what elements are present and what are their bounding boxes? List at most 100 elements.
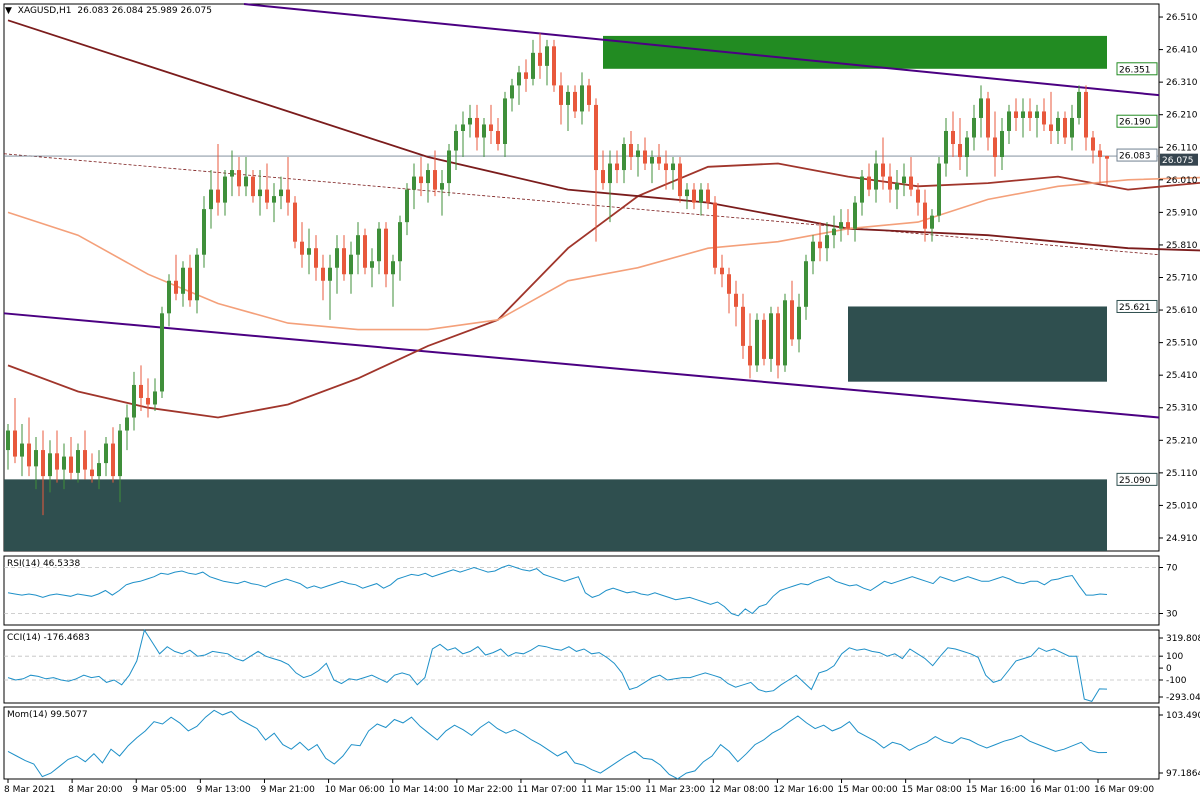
candle[interactable] [846, 209, 850, 236]
candle[interactable] [13, 397, 17, 464]
candle[interactable] [818, 222, 822, 262]
candle[interactable] [713, 196, 717, 275]
candle[interactable] [426, 163, 430, 203]
candle[interactable] [90, 453, 94, 483]
candle[interactable] [776, 306, 780, 379]
candle[interactable] [76, 443, 80, 483]
candle[interactable] [629, 130, 633, 171]
candle[interactable] [111, 427, 115, 483]
candle[interactable] [874, 150, 878, 203]
candle[interactable] [6, 424, 10, 470]
candle[interactable] [734, 280, 738, 327]
candle[interactable] [741, 293, 745, 359]
candle[interactable] [895, 170, 899, 210]
momentum-panel[interactable]: Mom(14) 99.5077 103.4908 97.1864 [3, 706, 1200, 780]
cci-panel[interactable]: CCI(14) -176.4683 319.8089 100 0 -100 -293.04… [3, 628, 1200, 704]
channel-line-0[interactable] [243, 3, 1160, 97]
candle[interactable] [769, 306, 773, 372]
candle[interactable] [1035, 104, 1039, 138]
candle[interactable] [349, 241, 353, 294]
candle[interactable] [223, 170, 227, 216]
candle[interactable] [888, 163, 892, 203]
candle[interactable] [951, 111, 955, 158]
candle[interactable] [804, 254, 808, 320]
candle[interactable] [412, 163, 416, 210]
candle[interactable] [153, 378, 157, 411]
candle[interactable] [321, 254, 325, 301]
candle[interactable] [958, 117, 962, 171]
candle[interactable] [482, 117, 486, 158]
candle[interactable] [188, 254, 192, 307]
candle[interactable] [174, 254, 178, 301]
candle[interactable] [811, 235, 815, 275]
candle[interactable] [433, 150, 437, 197]
candle[interactable] [587, 78, 591, 112]
candle[interactable] [139, 365, 143, 411]
zone-demand-3[interactable] [4, 479, 1107, 551]
candle[interactable] [461, 111, 465, 158]
candle[interactable] [545, 39, 549, 86]
candle[interactable] [916, 183, 920, 216]
candle[interactable] [1049, 91, 1053, 145]
candle[interactable] [1105, 155, 1109, 187]
candle[interactable] [195, 248, 199, 314]
candle[interactable] [909, 157, 913, 197]
candle[interactable] [405, 183, 409, 236]
candle[interactable] [657, 144, 661, 171]
candle[interactable] [335, 235, 339, 294]
candle[interactable] [160, 306, 164, 398]
candle[interactable] [706, 183, 710, 210]
candle[interactable] [923, 189, 927, 242]
candle[interactable] [727, 267, 731, 314]
candle[interactable] [510, 78, 514, 112]
candle[interactable] [699, 183, 703, 216]
candle[interactable] [1014, 98, 1018, 131]
candle[interactable] [678, 157, 682, 203]
candle[interactable] [391, 254, 395, 307]
candle[interactable] [209, 170, 213, 229]
candle[interactable] [286, 157, 290, 216]
candle[interactable] [132, 371, 136, 431]
candle[interactable] [377, 222, 381, 275]
candle[interactable] [601, 150, 605, 190]
candle[interactable] [41, 430, 45, 516]
candle[interactable] [475, 104, 479, 151]
candle[interactable] [979, 85, 983, 138]
candle[interactable] [1091, 130, 1095, 164]
candle[interactable] [370, 248, 374, 288]
candle[interactable] [300, 222, 304, 268]
candle[interactable] [363, 228, 367, 275]
candle[interactable] [97, 450, 101, 490]
candle[interactable] [104, 437, 108, 477]
candle[interactable] [55, 430, 59, 483]
candle[interactable] [755, 313, 759, 372]
candle[interactable] [419, 157, 423, 197]
candle[interactable] [867, 163, 871, 197]
candle[interactable] [20, 424, 24, 477]
candle[interactable] [293, 196, 297, 249]
candle[interactable] [237, 157, 241, 197]
candle[interactable] [384, 222, 388, 288]
channel-line-1[interactable] [3, 312, 1160, 419]
candle[interactable] [328, 254, 332, 320]
candle[interactable] [930, 209, 934, 242]
zone-supply-0[interactable] [603, 35, 1107, 69]
candle[interactable] [720, 254, 724, 288]
candle[interactable] [566, 85, 570, 131]
candle[interactable] [944, 117, 948, 177]
candle[interactable] [251, 170, 255, 203]
candle[interactable] [615, 150, 619, 184]
candle[interactable] [314, 235, 318, 281]
candle[interactable] [62, 443, 66, 490]
candle[interactable] [986, 91, 990, 151]
candle[interactable] [181, 261, 185, 307]
candle[interactable] [489, 104, 493, 145]
candle[interactable] [622, 137, 626, 184]
candle[interactable] [580, 72, 584, 125]
candle[interactable] [748, 313, 752, 379]
candle[interactable] [636, 144, 640, 177]
candle[interactable] [265, 163, 269, 210]
candle[interactable] [1056, 111, 1060, 145]
candle[interactable] [83, 430, 87, 480]
candle[interactable] [692, 183, 696, 210]
